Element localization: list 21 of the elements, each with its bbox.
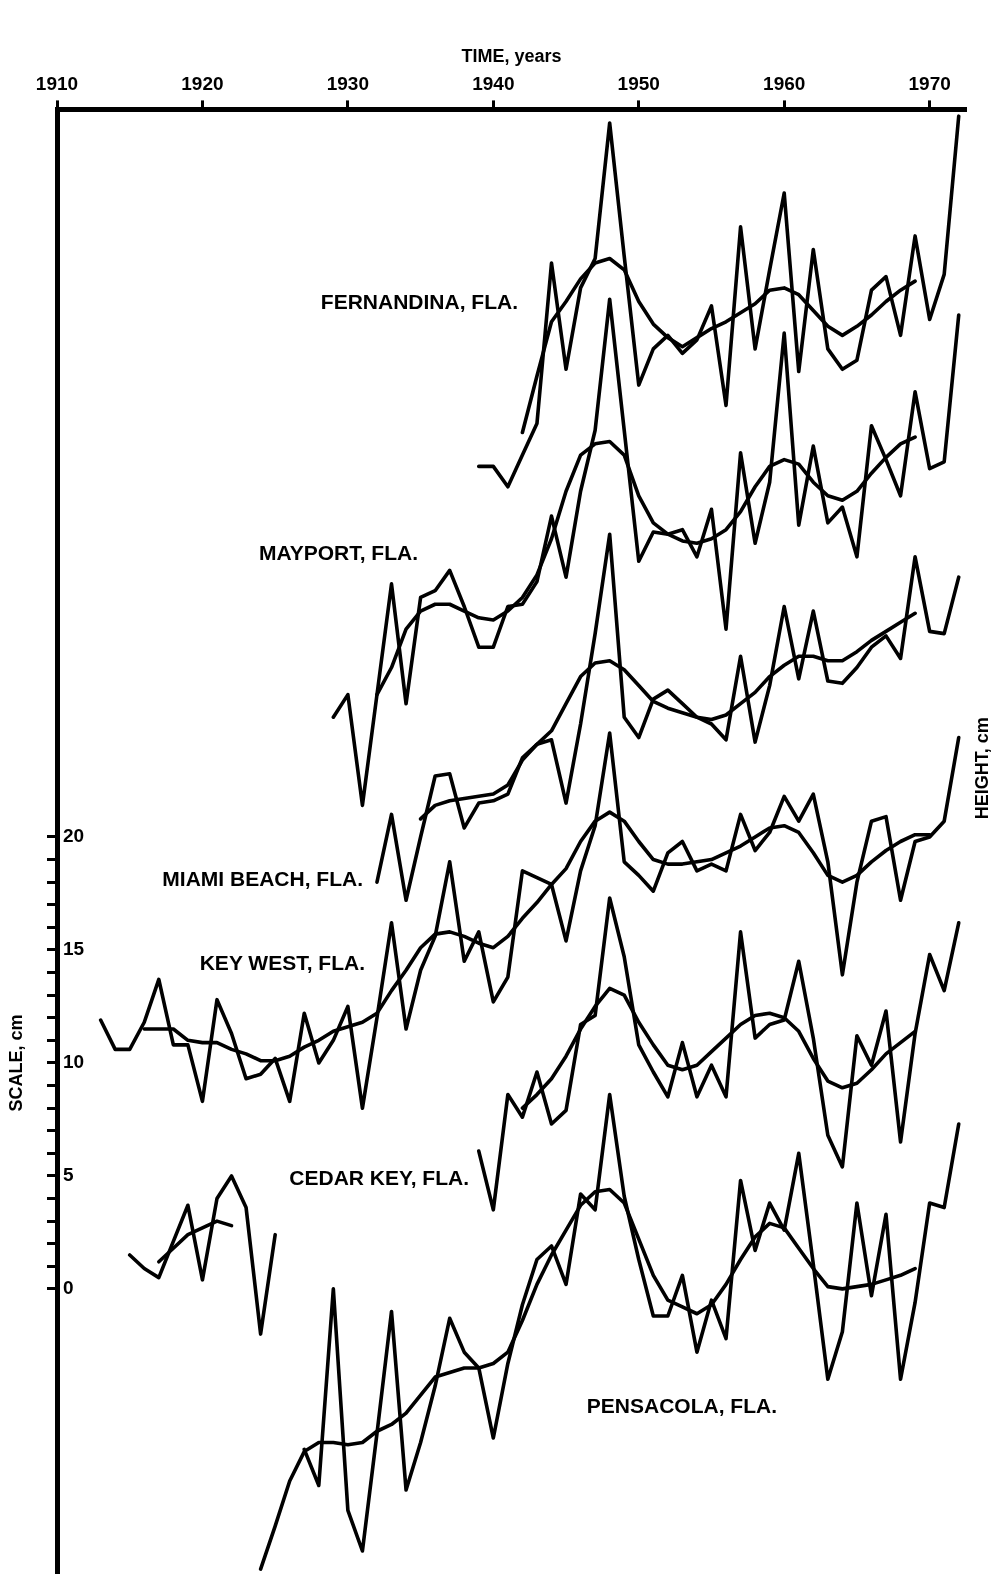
text: PENSACOLA, FLA.: [586, 1393, 777, 1417]
y-tick-label: 0: [63, 1277, 74, 1299]
y-tick-label: 10: [63, 1051, 85, 1073]
x-tick-label: 1940: [472, 73, 515, 95]
y-tick-label: 15: [63, 938, 85, 960]
series-label: MIAMI BEACH, FLA.: [162, 866, 363, 890]
x-tick-label: 1950: [617, 73, 660, 95]
series-label: KEY WEST, FLA.: [199, 950, 365, 974]
x-tick-label: 1910: [35, 73, 79, 95]
y-axis-title: SCALE, cm: [6, 1014, 26, 1112]
x-tick-label: 1960: [763, 73, 806, 95]
x-tick-label: 1930: [326, 73, 370, 95]
y2-axis-title: HEIGHT, cm: [971, 717, 992, 820]
y-tick-label: 20: [63, 825, 85, 847]
series-label: MAYPORT, FLA.: [258, 540, 418, 564]
series-label: FERNANDINA, FLA.: [320, 289, 518, 313]
x-axis-title: TIME, years: [461, 45, 562, 66]
x-tick-label: 1970: [908, 73, 951, 95]
series-label: CEDAR KEY, FLA.: [289, 1165, 469, 1189]
y-tick-label: 5: [63, 1164, 74, 1186]
x-tick-label: 1920: [181, 73, 224, 95]
